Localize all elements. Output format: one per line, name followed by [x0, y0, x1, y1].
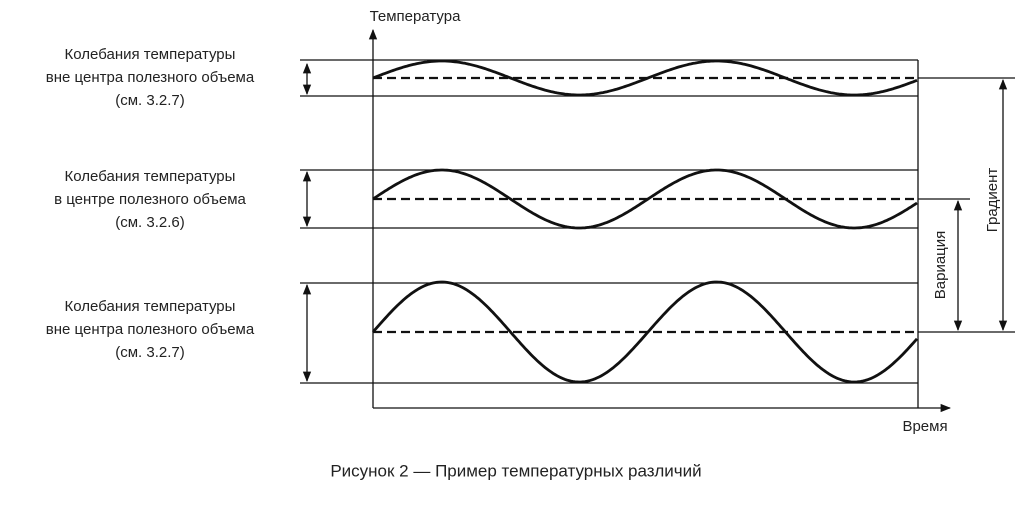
- shapes: [368, 28, 1015, 413]
- wave: [371, 280, 919, 384]
- band-label: (см. 3.2.7): [115, 344, 185, 361]
- band-label: Колебания температуры: [65, 298, 236, 315]
- band-label: (см. 3.2.6): [115, 214, 185, 231]
- gradient-label: Градиент: [984, 168, 1001, 233]
- band-label: (см. 3.2.7): [115, 92, 185, 109]
- band-label: в центре полезного объема: [54, 191, 246, 208]
- wave: [372, 59, 918, 97]
- y-axis-label: Температура: [370, 8, 462, 25]
- x-axis-label: Время: [902, 418, 947, 435]
- band-label: вне центра полезного объема: [46, 321, 255, 338]
- wave: [372, 168, 918, 230]
- caption: Рисунок 2 — Пример температурных различи…: [330, 461, 701, 480]
- band-label: Колебания температуры: [65, 46, 236, 63]
- variation-label: Вариация: [932, 231, 949, 300]
- band-label: вне центра полезного объема: [46, 69, 255, 86]
- band-label: Колебания температуры: [65, 168, 236, 185]
